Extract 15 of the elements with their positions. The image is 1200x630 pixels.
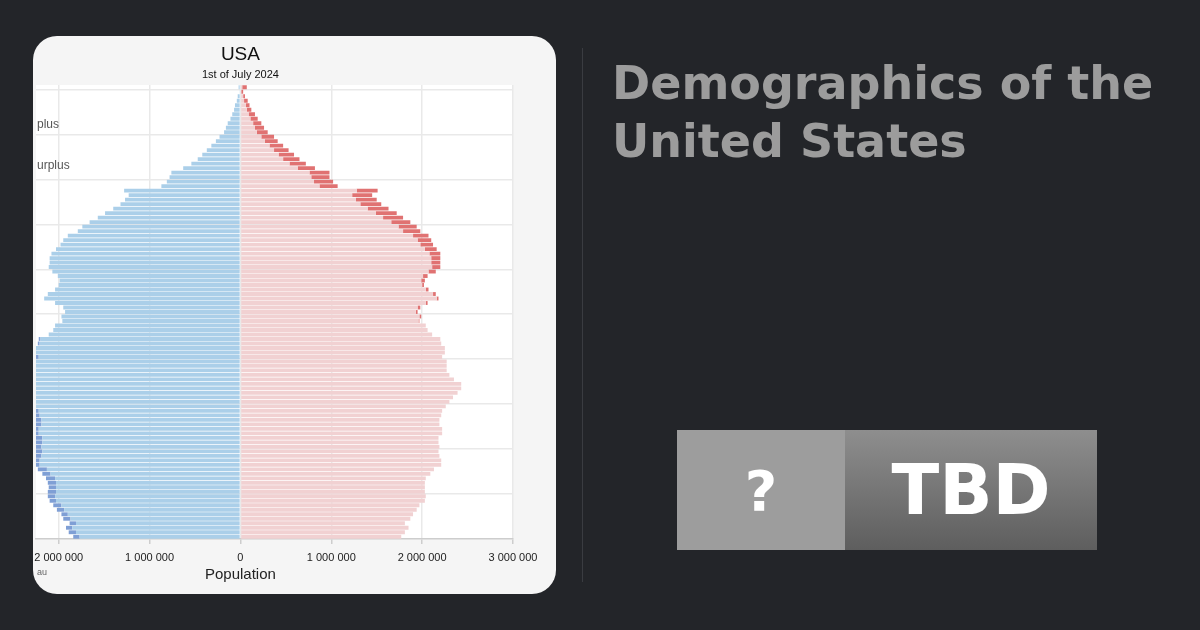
x-axis-title: Population: [204, 565, 276, 583]
x-tick-label: 2 000 000: [34, 550, 84, 563]
text: Demographics of the United States: [612, 55, 1155, 170]
text: au: [37, 567, 48, 578]
x-tick-label: 3 000 000: [488, 550, 538, 563]
text: TBD: [845, 430, 1097, 550]
text: ?: [677, 430, 845, 550]
x-tick-label: 1 000 000: [125, 550, 175, 563]
x-tick-label: 2 000 000: [397, 550, 447, 563]
x-tick-label: 0: [237, 550, 244, 563]
x-tick-label: 1 000 000: [306, 550, 356, 563]
annotation: plus: [37, 117, 60, 132]
chart-title: USA: [220, 43, 261, 65]
chart-subtitle: 1st of July 2024: [201, 68, 279, 81]
annotation: urplus: [37, 158, 70, 173]
